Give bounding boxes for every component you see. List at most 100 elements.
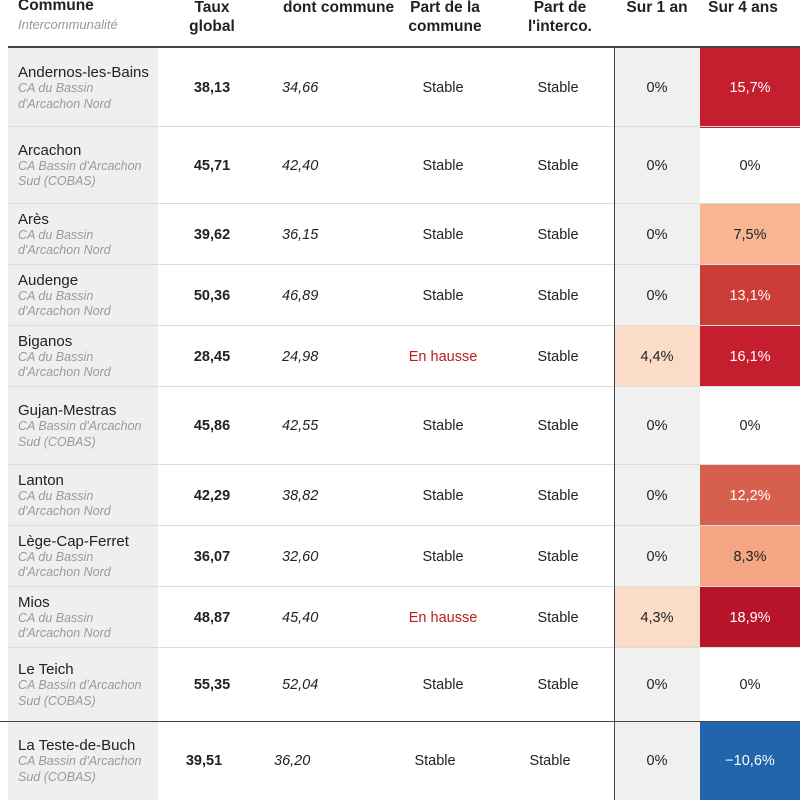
interco-name: CA Bassin d'Arcachon Sud (COBAS)	[18, 158, 142, 189]
header-sur-1-an: Sur 1 an	[626, 0, 688, 16]
part-interco-value: Stable	[537, 348, 579, 365]
commune-cell: Lanton CA du Bassin d'Arcachon Nord	[8, 465, 158, 526]
part-interco-value: Stable	[537, 418, 579, 434]
part-interco-value: Stable	[537, 677, 579, 693]
part-commune-value: En hausse	[408, 348, 478, 365]
commune-name: Arès	[18, 210, 49, 228]
commune-cell: Le Teich CA Bassin d'Arcachon Sud (COBAS)	[8, 648, 158, 722]
sur-1-an-value: 0%	[614, 204, 700, 265]
taux-global-value: 45,71	[193, 157, 231, 174]
commune-name: Andernos-les-Bains	[18, 64, 149, 81]
interco-name: CA du Bassin d'Arcachon Nord	[18, 549, 111, 580]
taux-global-value: 42,29	[193, 487, 231, 504]
header-part-interco: Part de l'interco.	[528, 0, 592, 35]
part-commune-value: Stable	[422, 418, 464, 434]
header-sur-4-ans: Sur 4 ans	[708, 0, 778, 16]
part-commune-value: Stable	[422, 157, 464, 174]
part-interco-value: Stable	[529, 753, 571, 769]
sur-1-an-value: 0%	[614, 387, 700, 465]
part-commune-value: En hausse	[408, 609, 478, 626]
dont-commune-value: 32,60	[282, 548, 319, 565]
dont-commune-value: 45,40	[282, 609, 319, 626]
sur-4-ans-value: 15,7%	[700, 48, 800, 128]
commune-cell: Arcachon CA Bassin d'Arcachon Sud (COBAS)	[8, 127, 158, 204]
taux-global-value: 36,07	[193, 548, 231, 565]
taux-global-value: 39,62	[193, 226, 231, 243]
taux-global-value: 48,87	[193, 609, 231, 626]
sur-4-ans-value: 18,9%	[700, 587, 800, 648]
commune-cell: Mios CA du Bassin d'Arcachon Nord	[8, 587, 158, 648]
sur-1-an-value: 4,4%	[614, 326, 700, 387]
sur-4-ans-value: 7,5%	[700, 204, 800, 265]
header-dont-commune: dont commune	[283, 0, 395, 16]
sur-4-ans-value: 0%	[739, 157, 761, 174]
taux-global-value: 55,35	[193, 677, 231, 693]
commune-name: Arcachon	[18, 141, 82, 159]
commune-name: Mios	[18, 593, 50, 611]
dont-commune-value: 52,04	[282, 677, 319, 693]
commune-name: Biganos	[18, 332, 73, 350]
table-row: Biganos CA du Bassin d'Arcachon Nord 28,45…	[8, 325, 800, 387]
table-row: Arcachon CA Bassin d'Arcachon Sud (COBAS)…	[8, 126, 800, 204]
part-interco-value: Stable	[537, 609, 579, 626]
dont-commune-value: 38,82	[282, 487, 319, 504]
commune-name: La Teste-de-Buch	[18, 737, 136, 754]
table-row: La Teste-de-Buch CA Bassin d'Arcachon Sud…	[0, 721, 800, 800]
table-row: Lanton CA du Bassin d'Arcachon Nord 42,29 3…	[8, 464, 800, 526]
sur-1-an-value: 0%	[614, 526, 700, 587]
commune-cell: Gujan-Mestras CA Bassin d'Arcachon Sud (C…	[8, 387, 158, 465]
sur-4-ans-value: 0%	[739, 677, 761, 693]
sur-1-an-value: 0%	[614, 465, 700, 526]
commune-cell: Lège-Cap-Ferret CA du Bassin d'Arcachon N…	[8, 526, 158, 587]
commune-cell: Andernos-les-Bains CA du Bassin d'Arcacho…	[8, 48, 158, 128]
sur-4-ans-value: 8,3%	[700, 526, 800, 587]
part-commune-value: Stable	[422, 287, 464, 304]
part-commune-value: Stable	[422, 226, 464, 243]
sur-1-an-value: 0%	[614, 265, 700, 326]
table-row: Audenge CA du Bassin d'Arcachon Nord 50,36…	[8, 264, 800, 326]
commune-cell: La Teste-de-Buch CA Bassin d'Arcachon Sud…	[8, 722, 158, 800]
part-interco-value: Stable	[537, 157, 579, 174]
part-interco-value: Stable	[537, 226, 579, 243]
commune-name: Lège-Cap-Ferret	[18, 532, 129, 550]
sur-4-ans-value: 0%	[739, 418, 761, 434]
dont-commune-value: 46,89	[282, 287, 319, 304]
part-interco-value: Stable	[537, 287, 579, 304]
taux-global-value: 45,86	[193, 418, 231, 434]
part-commune-value: Stable	[422, 80, 464, 96]
commune-cell: Audenge CA du Bassin d'Arcachon Nord	[8, 265, 158, 326]
part-commune-value: Stable	[414, 753, 456, 769]
interco-name: CA Bassin d'Arcachon Sud (COBAS)	[18, 419, 142, 449]
part-interco-value: Stable	[537, 80, 579, 96]
sur-4-ans-value: −10,6%	[700, 722, 800, 800]
table-row: Arès CA du Bassin d'Arcachon Nord 39,62 36,…	[8, 203, 800, 265]
header-taux-global: Taux global	[189, 0, 235, 35]
sur-1-an-value: 0%	[614, 722, 700, 800]
taux-global-value: 39,51	[185, 753, 223, 769]
commune-name: Le Teich	[18, 661, 74, 678]
sur-4-ans-value: 16,1%	[700, 326, 800, 387]
dont-commune-value: 34,66	[282, 80, 319, 96]
interco-name: CA Bassin d'Arcachon Sud (COBAS)	[18, 754, 142, 784]
part-commune-value: Stable	[422, 677, 464, 693]
taux-global-value: 28,45	[193, 348, 231, 365]
commune-name: Lanton	[18, 471, 64, 489]
dont-commune-value: 36,20	[274, 753, 311, 769]
interco-name: CA du Bassin d'Arcachon Nord	[18, 288, 111, 319]
part-interco-value: Stable	[537, 487, 579, 504]
sur-1-an-value: 4,3%	[614, 587, 700, 648]
part-commune-value: Stable	[422, 487, 464, 504]
commune-name: Audenge	[18, 271, 79, 289]
part-commune-value: Stable	[422, 548, 464, 565]
sur-1-an-value: 0%	[614, 648, 700, 722]
table-row: Lège-Cap-Ferret CA du Bassin d'Arcachon N…	[8, 525, 800, 587]
dont-commune-value: 36,15	[282, 226, 319, 243]
header-commune-label: Commune	[18, 0, 94, 14]
header-commune: Commune Intercommunalité	[18, 0, 118, 34]
commune-name: Gujan-Mestras	[18, 402, 117, 419]
header-part-commune: Part de la commune	[408, 0, 482, 35]
dont-commune-value: 24,98	[282, 348, 319, 365]
dont-commune-value: 42,55	[282, 418, 319, 434]
interco-name: CA du Bassin d'Arcachon Nord	[18, 349, 111, 380]
sur-4-ans-value: 12,2%	[700, 465, 800, 526]
